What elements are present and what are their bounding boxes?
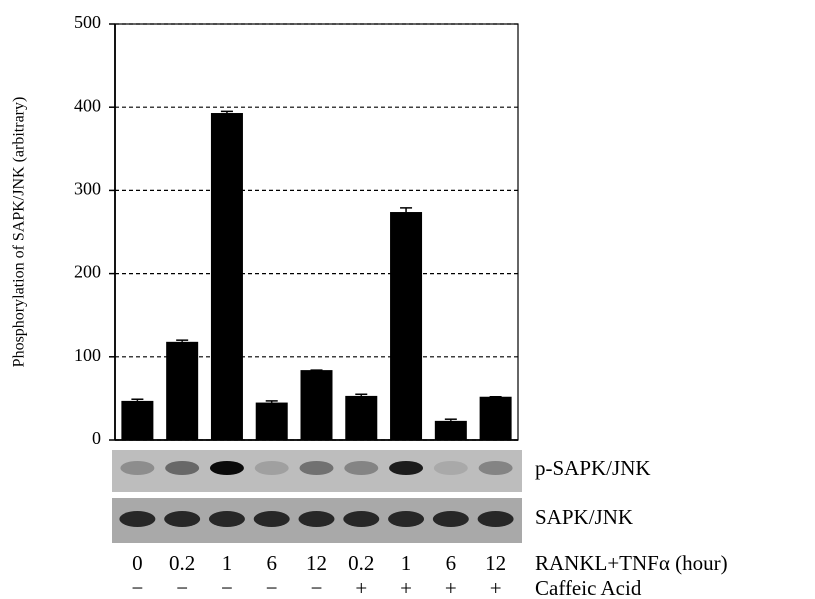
blot-band bbox=[343, 511, 379, 527]
y-tick-label: 100 bbox=[74, 345, 101, 365]
blot-band bbox=[389, 461, 423, 475]
x-tick-label: 6 bbox=[266, 551, 277, 575]
chart: Phosphorylation of SAPK/JNK (arbitrary) … bbox=[0, 0, 815, 599]
y-axis-label: Phosphorylation of SAPK/JNK (arbitrary) bbox=[11, 97, 28, 368]
caffeic-sign: − bbox=[266, 576, 278, 599]
blot-band bbox=[479, 461, 513, 475]
x-tick-label: 6 bbox=[446, 551, 457, 575]
blot-band bbox=[255, 461, 289, 475]
caffeic-sign: − bbox=[221, 576, 233, 599]
y-tick-label: 300 bbox=[74, 179, 101, 199]
caffeic-sign: − bbox=[131, 576, 143, 599]
bar bbox=[121, 401, 153, 440]
x-tick-label: 0.2 bbox=[348, 551, 374, 575]
blot-band bbox=[120, 461, 154, 475]
bar bbox=[390, 212, 422, 440]
x-tick-label: 1 bbox=[401, 551, 412, 575]
bar bbox=[301, 370, 333, 440]
bar bbox=[435, 421, 467, 440]
bar bbox=[166, 342, 198, 440]
blot-band bbox=[478, 511, 514, 527]
blot-label: p-SAPK/JNK bbox=[535, 456, 651, 480]
x-tick-label: 0.2 bbox=[169, 551, 195, 575]
caffeic-sign: + bbox=[355, 576, 367, 599]
bar bbox=[256, 403, 288, 440]
blot-band bbox=[119, 511, 155, 527]
caffeic-sign: − bbox=[311, 576, 323, 599]
blot-band bbox=[300, 461, 334, 475]
blot-band bbox=[210, 461, 244, 475]
blot-band bbox=[165, 461, 199, 475]
x-tick-label: 0 bbox=[132, 551, 143, 575]
blot-band bbox=[209, 511, 245, 527]
blot-band bbox=[434, 461, 468, 475]
y-tick-label: 400 bbox=[74, 95, 101, 115]
caffeic-sign: + bbox=[445, 576, 457, 599]
y-tick-label: 200 bbox=[74, 262, 101, 282]
blot-band bbox=[344, 461, 378, 475]
blot-band bbox=[164, 511, 200, 527]
blot-band bbox=[433, 511, 469, 527]
y-tick-label: 500 bbox=[74, 12, 101, 32]
blot-band bbox=[388, 511, 424, 527]
bar bbox=[345, 396, 377, 440]
blot-band bbox=[254, 511, 290, 527]
x-tick-label: 12 bbox=[485, 551, 506, 575]
y-tick-label: 0 bbox=[92, 428, 101, 448]
x-tick-label: 1 bbox=[222, 551, 233, 575]
caffeic-sign: + bbox=[490, 576, 502, 599]
page: Phosphorylation of SAPK/JNK (arbitrary) … bbox=[0, 0, 815, 599]
bar bbox=[211, 113, 243, 440]
row-label: Caffeic Acid bbox=[535, 576, 642, 599]
row-label: RANKL+TNFα (hour) bbox=[535, 551, 728, 575]
blot-label: SAPK/JNK bbox=[535, 505, 633, 529]
x-tick-label: 12 bbox=[306, 551, 327, 575]
blot-band bbox=[299, 511, 335, 527]
caffeic-sign: + bbox=[400, 576, 412, 599]
caffeic-sign: − bbox=[176, 576, 188, 599]
bar bbox=[480, 397, 512, 440]
